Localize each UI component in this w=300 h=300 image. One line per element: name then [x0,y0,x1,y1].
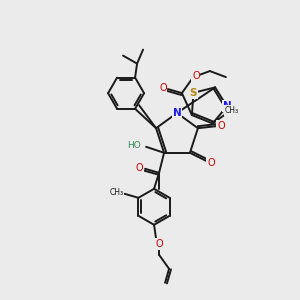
Text: O: O [217,121,225,131]
Text: O: O [207,158,215,168]
Text: O: O [155,239,163,249]
Text: N: N [223,101,231,111]
Text: CH₃: CH₃ [224,106,239,115]
Text: S: S [190,88,197,98]
Text: CH₃: CH₃ [110,188,124,197]
Text: O: O [159,83,167,93]
Text: N: N [172,108,182,118]
Text: O: O [135,163,143,173]
Text: HO: HO [127,141,141,150]
Text: O: O [192,71,200,81]
